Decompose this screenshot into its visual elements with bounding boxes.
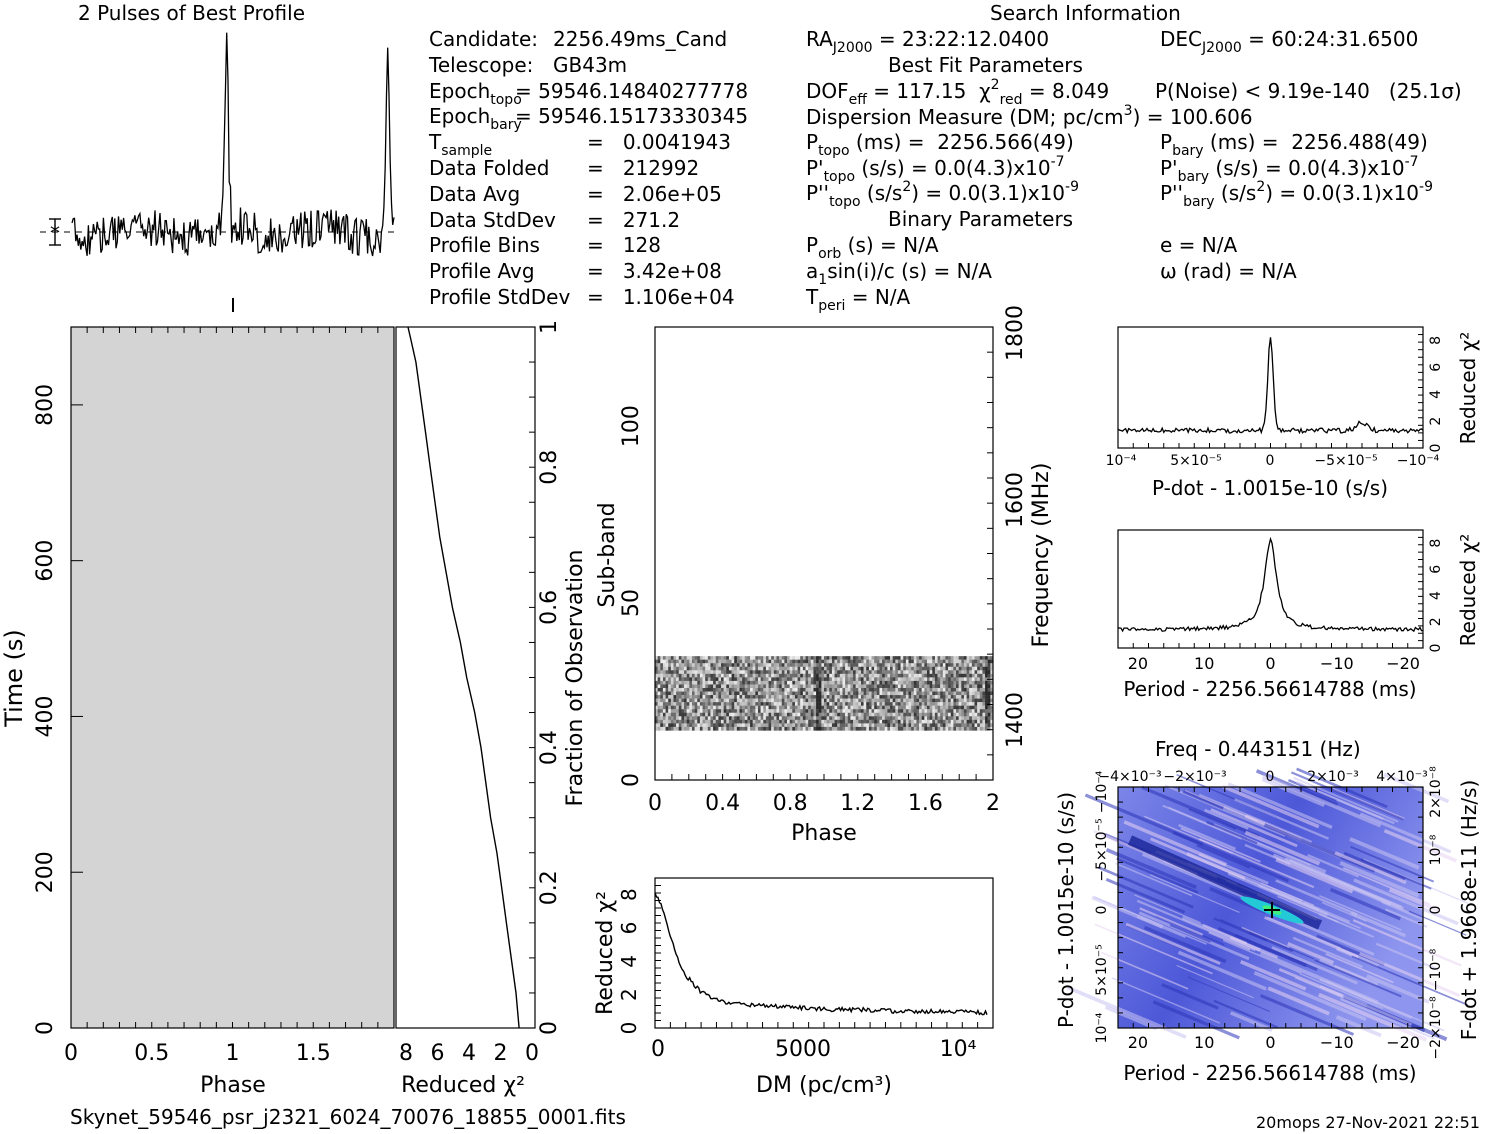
error-bar-marker: * bbox=[50, 221, 60, 245]
profile-line bbox=[72, 33, 394, 256]
profile-plot: * bbox=[40, 33, 394, 312]
heatmap-bg bbox=[71, 327, 394, 1028]
